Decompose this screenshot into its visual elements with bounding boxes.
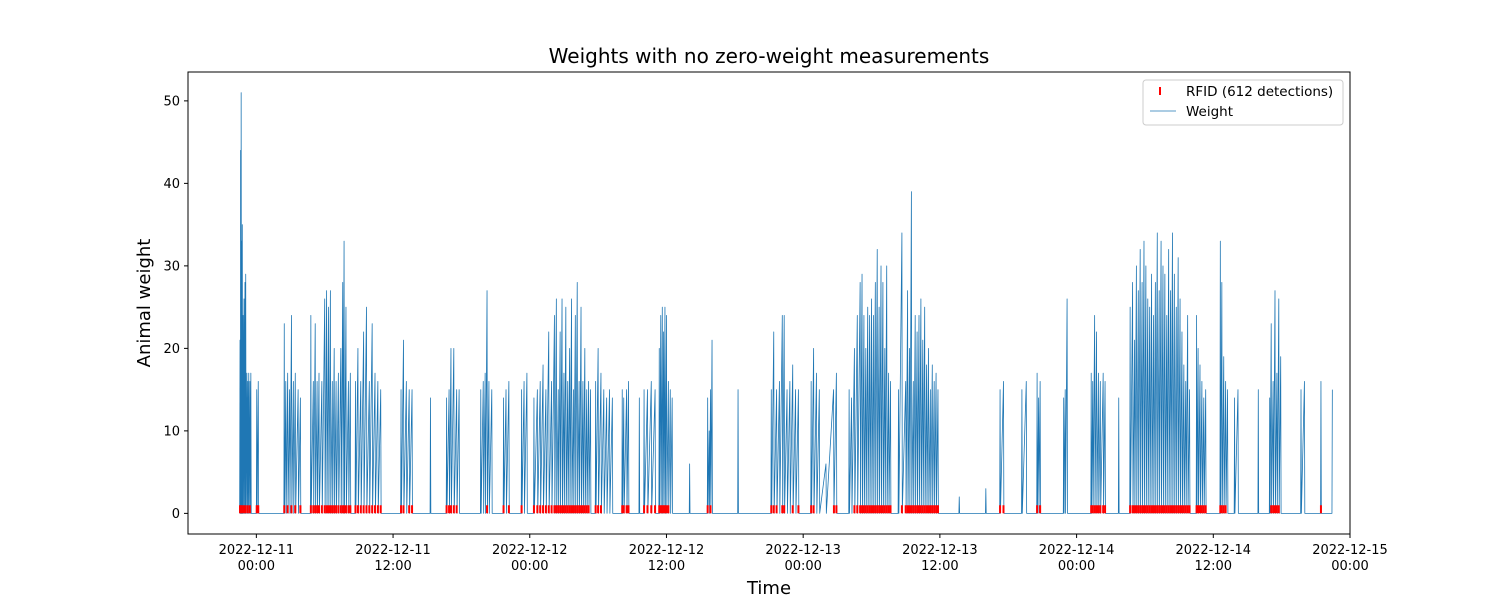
x-tick-label: 2022-12-14 12:00 — [1176, 543, 1252, 574]
x-tick-label: 2022-12-14 00:00 — [1039, 543, 1115, 574]
x-tick-label: 2022-12-15 00:00 — [1312, 543, 1388, 574]
y-tick-label: 0 — [172, 507, 180, 522]
plot-area — [188, 72, 1350, 534]
y-tick-label: 50 — [163, 94, 180, 109]
x-axis-label: Time — [746, 578, 791, 599]
rfid-series — [239, 505, 1322, 514]
x-tick-label: 2022-12-13 00:00 — [765, 543, 841, 574]
y-tick-label: 40 — [163, 177, 180, 192]
chart-title: Weights with no zero-weight measurements — [549, 44, 990, 68]
plot-frame — [187, 71, 1351, 535]
legend-weight-label: Weight — [1186, 104, 1233, 120]
x-axis: 2022-12-11 00:00 2022-12-11 12:00 2022-12-12… — [219, 534, 1388, 574]
x-tick-label: 2022-12-12 00:00 — [492, 543, 568, 574]
x-tick-label: 2022-12-11 12:00 — [355, 543, 431, 574]
y-axis: 0 10 20 30 40 50 — [163, 94, 188, 522]
y-tick-label: 10 — [163, 424, 180, 439]
weight-line — [239, 92, 1333, 514]
legend-box — [1142, 79, 1344, 126]
legend: RFID (612 detections) Weight — [1142, 79, 1344, 126]
y-axis-label: Animal weight — [134, 239, 155, 368]
x-tick-label: 2022-12-13 12:00 — [902, 543, 978, 574]
legend-rfid-label: RFID (612 detections) — [1186, 84, 1333, 100]
y-tick-label: 30 — [163, 259, 180, 274]
weight-series — [239, 92, 1333, 514]
y-tick-label: 20 — [163, 342, 180, 357]
x-tick-label: 2022-12-11 00:00 — [219, 543, 295, 574]
x-tick-label: 2022-12-12 12:00 — [629, 543, 705, 574]
